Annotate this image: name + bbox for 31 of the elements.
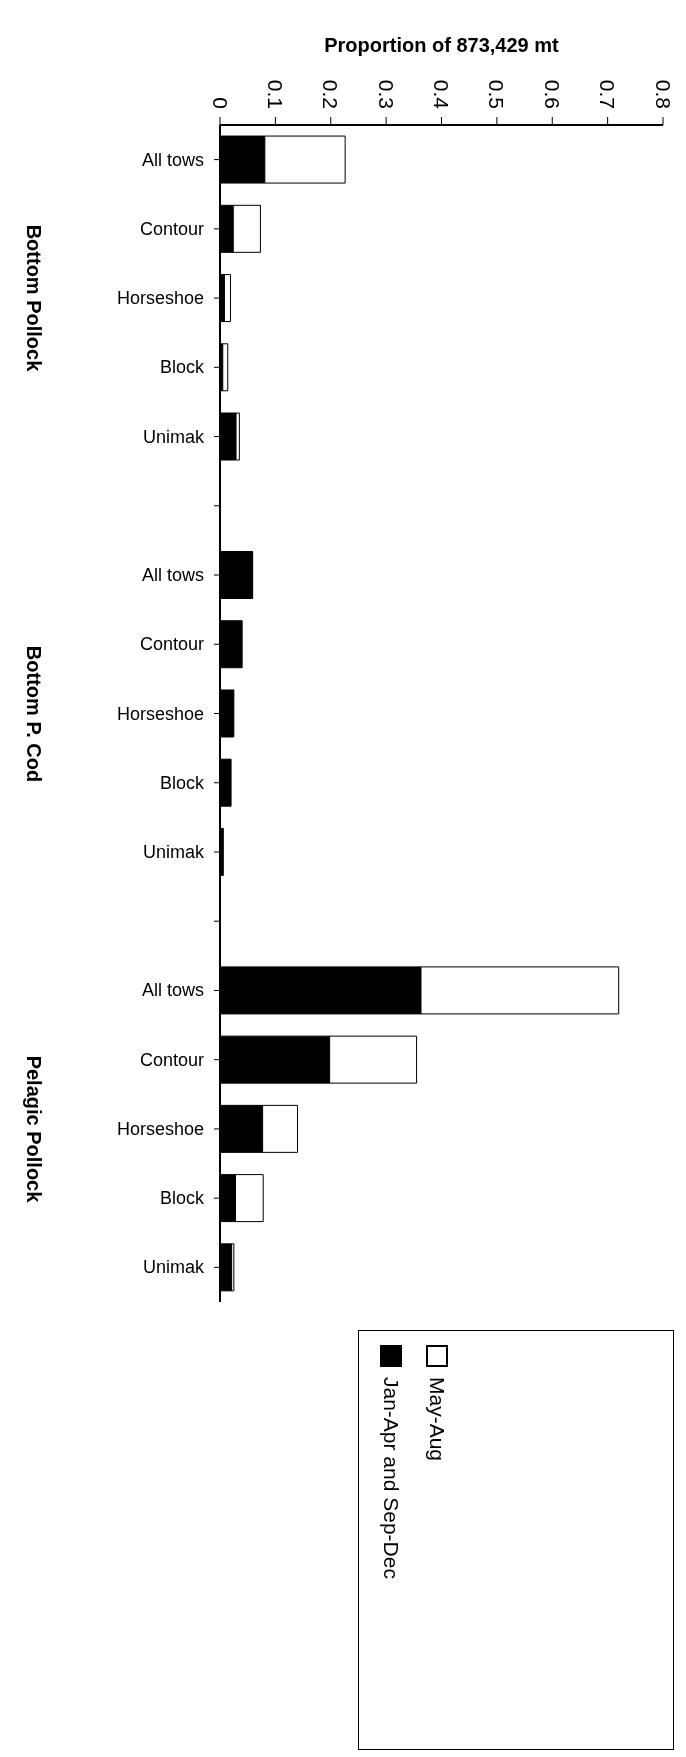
y-tick-label: Block	[159, 1188, 205, 1209]
bar	[223, 274, 232, 323]
x-tick-label: 0.7	[596, 79, 620, 109]
y-tick-label: All tows	[141, 149, 204, 170]
text: Bottom P. Cod	[22, 645, 45, 782]
x-tick-label: 0.4	[430, 79, 453, 110]
x-tick-label: 0.3	[374, 79, 398, 109]
text: Pelagic Pollock	[22, 1055, 45, 1203]
x-tick-label: 0.2	[319, 79, 343, 109]
y-tick-label: Block	[159, 772, 205, 793]
y-tick-label: Unimak	[142, 426, 205, 447]
x-axis-title: Proportion of 873,429 mt	[323, 34, 560, 57]
y-tick-label: Contour	[139, 1049, 204, 1070]
y-tick-label: Unimak	[142, 841, 205, 862]
y-tick-label: Unimak	[142, 1257, 205, 1278]
y-tick-label: All tows	[141, 980, 204, 1001]
y-tick-label: All tows	[141, 565, 204, 586]
y-tick-label: Contour	[139, 634, 204, 655]
text: Bottom Pollock	[22, 224, 45, 372]
y-tick-label: Horseshoe	[116, 288, 204, 309]
x-tick-label: 0.1	[263, 79, 287, 109]
y-tick-label: Horseshoe	[116, 1118, 204, 1139]
y-tick-label: Horseshoe	[116, 703, 204, 724]
x-tick-label: 0.6	[540, 79, 564, 109]
x-tick-label: 0.8	[651, 79, 675, 109]
legend-label: Jan-Apr and Sep-Dec	[379, 1377, 403, 1579]
y-tick-label: Block	[159, 357, 205, 378]
legend-label: May-Aug	[425, 1377, 449, 1462]
x-tick-label: 0	[208, 97, 232, 109]
x-tick-label: 0.5	[485, 79, 509, 109]
y-tick-label: Contour	[139, 218, 204, 239]
